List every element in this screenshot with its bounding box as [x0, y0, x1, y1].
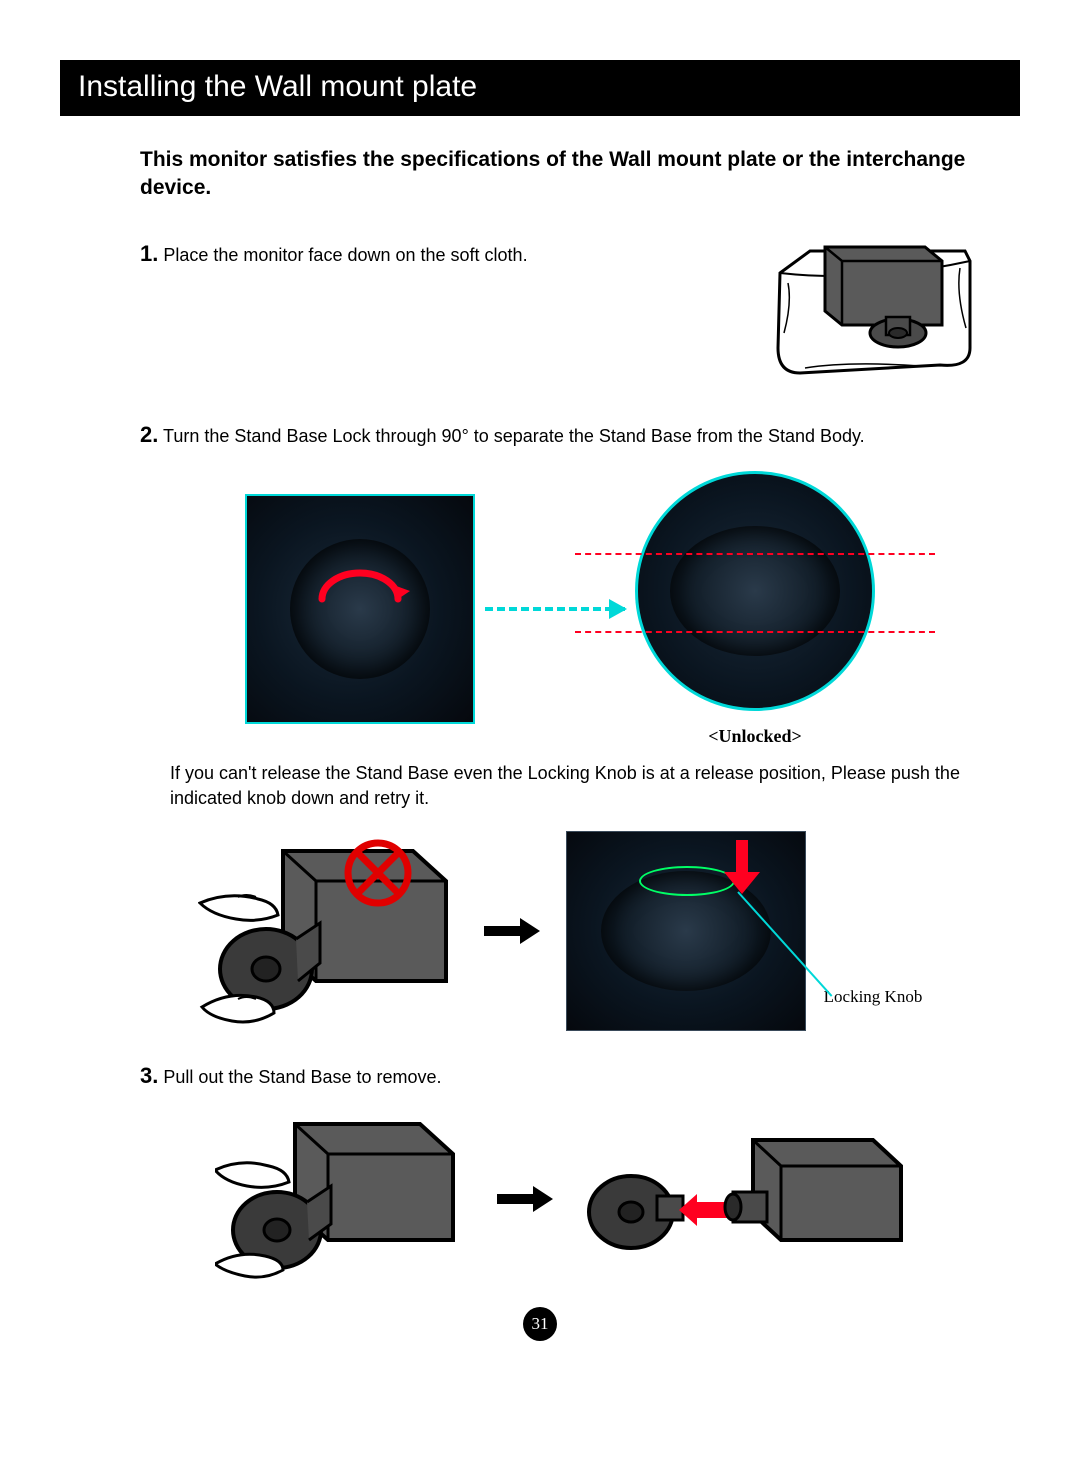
intro-text: This monitor satisfies the specification… [140, 146, 980, 203]
step-3-figures [140, 1112, 980, 1287]
unlocked-label: <Unlocked> [635, 726, 875, 747]
photo-unlocked-detail [635, 471, 875, 711]
photo-locking-knob [566, 831, 806, 1031]
push-down-arrow-icon [722, 838, 762, 896]
rotation-arrow-icon [310, 559, 410, 614]
step-number: 1. [140, 241, 158, 266]
step-number: 2. [140, 422, 158, 447]
photo-turn-lock [245, 494, 475, 724]
figure-do-not-pull [198, 831, 458, 1031]
step-text: Pull out the Stand Base to remove. [158, 1067, 441, 1087]
locking-knob-label: Locking Knob [824, 987, 923, 1007]
locking-knob-figures: Locking Knob [140, 831, 980, 1031]
page-title: Installing the Wall mount plate [60, 60, 1020, 116]
highlight-circle-icon [639, 866, 735, 896]
figure-monitor-face-down [770, 233, 980, 400]
step-2: 2. Turn the Stand Base Lock through 90° … [140, 420, 980, 451]
arrow-right-icon [482, 916, 542, 946]
step-text: Place the monitor face down on the soft … [158, 245, 527, 265]
guide-line-icon [575, 553, 935, 555]
step-3: 3. Pull out the Stand Base to remove. [140, 1061, 980, 1092]
figure-pull-base [215, 1112, 465, 1287]
step-1: 1. Place the monitor face down on the so… [140, 233, 980, 400]
dashed-arrow-icon [485, 607, 625, 611]
step-text: Turn the Stand Base Lock through 90° to … [158, 426, 864, 446]
release-note: If you can't release the Stand Base even… [170, 761, 980, 811]
arrow-right-icon [495, 1184, 555, 1214]
figure-base-removed [585, 1122, 905, 1277]
guide-line-icon [575, 631, 935, 633]
page-number: 31 [523, 1307, 557, 1341]
step-number: 3. [140, 1063, 158, 1088]
step-2-photos: <Unlocked> [140, 471, 980, 747]
manual-page: Installing the Wall mount plate This mon… [0, 0, 1080, 1371]
